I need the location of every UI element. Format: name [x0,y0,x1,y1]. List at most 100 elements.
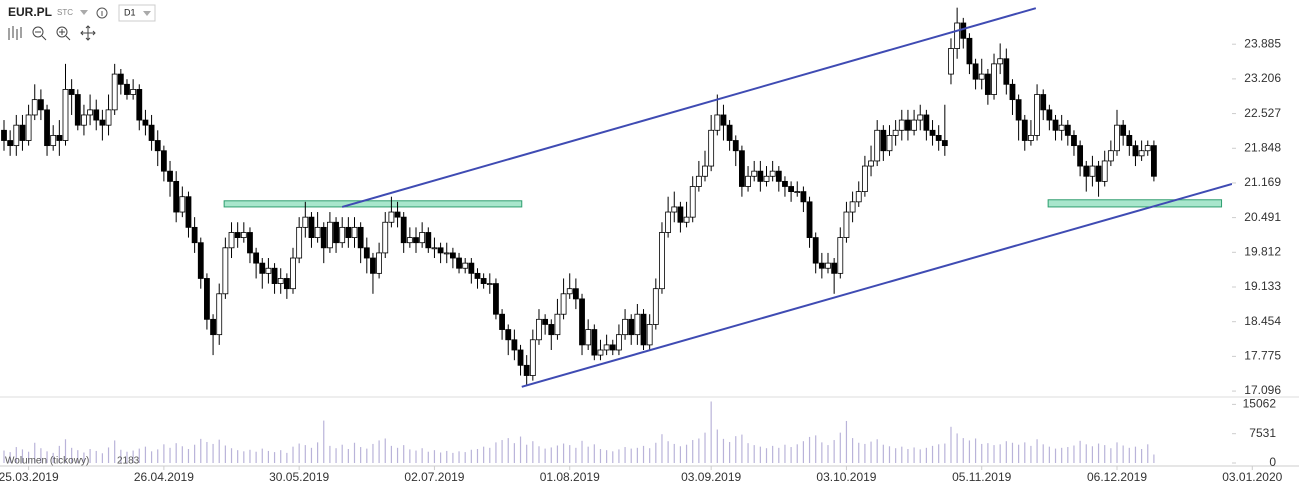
y-tick-label: 18.454 [1244,314,1281,328]
zoom-in-icon[interactable] [56,26,68,38]
candle-body [1077,145,1084,167]
x-tick-label: 26.04.2019 [134,470,194,484]
chart-type-icon[interactable] [8,26,22,40]
candle-body [775,170,782,182]
candle-body [480,278,487,284]
trend-line [521,182,1232,388]
candle-body [259,262,266,274]
candle-body [370,257,376,274]
candle-body [1107,150,1114,162]
candle-body [911,119,917,131]
trend-line [341,7,1037,208]
candle-body [609,344,616,351]
y-tick-label: 23.206 [1244,71,1281,85]
candle-body [695,175,702,187]
candle-body [271,267,278,284]
interval-dropdown[interactable] [143,11,151,16]
candle-body [425,232,432,249]
candle-body [486,283,493,285]
candle-body [50,134,57,147]
pan-icon[interactable] [80,25,96,41]
y-tick-label: 17.775 [1244,349,1281,363]
candle-body [160,150,167,172]
candle-body [1034,94,1040,136]
candle-body [560,293,567,315]
candle-body [702,165,708,177]
candle-body [966,37,973,65]
candle-body [825,262,831,269]
candle-body [179,196,186,213]
candle-body [1071,134,1077,147]
candle-body [566,288,573,295]
candle-body [363,247,370,259]
candle-body [449,252,456,259]
candle-body [210,318,216,336]
candle-body [800,191,807,203]
candle-body [247,232,253,254]
candle-body [302,216,309,228]
zoom-out-icon[interactable] [32,26,44,38]
candle-body [413,237,419,244]
candle-body [431,247,438,250]
volume-label: Wolumen (tickowy) [5,456,89,467]
candle-body [634,313,641,336]
candle-body [948,48,954,75]
candle-body [935,134,942,141]
candle-body [554,313,561,336]
market[interactable]: STC [57,8,73,17]
interval[interactable]: D1 [124,7,136,17]
candle-body [929,129,936,136]
candle-body [646,324,653,346]
candle-body [136,89,143,121]
y-tick-label: 22.527 [1244,106,1281,120]
candle-body [56,134,63,141]
candle-body [1095,165,1102,182]
candle-body [671,206,678,213]
candle-body [1,129,7,141]
x-tick-label: 25.03.2019 [0,470,59,484]
candle-body [751,170,758,177]
candle-body [745,175,751,187]
candle-body [99,119,106,126]
candle-body [892,129,899,136]
candle-body [1052,119,1059,131]
symbol[interactable]: EUR.PL [8,5,52,19]
candle-body [44,109,50,147]
candle-body [1144,145,1151,152]
x-tick-label: 05.11.2019 [952,470,1011,484]
candle-body [148,124,155,141]
candle-body [831,262,838,274]
candle-body [400,216,407,244]
candle-body [191,226,198,244]
toolbar: EUR.PL STC D1 [0,0,160,44]
candle-body [25,114,32,141]
candle-body [898,119,905,131]
candle-body [197,242,204,279]
candle-body [74,94,81,126]
candle-body [68,89,75,95]
candle-body [683,216,690,223]
info-icon[interactable] [96,7,108,19]
candle-body [308,216,315,238]
candle-body [542,318,549,325]
candle-body [474,272,481,279]
candle-body [794,191,801,194]
candle-body [462,262,469,269]
candle-body [351,226,358,238]
interval-select[interactable] [118,4,156,22]
candle-body [406,237,413,244]
x-tick-label: 03.10.2019 [816,470,876,484]
candle-body [886,134,893,152]
candle-body [13,124,20,147]
market-dropdown[interactable] [80,10,88,15]
candle-body [923,114,930,131]
candle-body [1040,94,1047,111]
candle-body [523,364,530,376]
candle-body [333,221,339,244]
candle-body [388,211,395,223]
candle-body [972,63,979,80]
candle-body [493,283,499,315]
candle-body [640,313,647,346]
candle-body [855,191,862,203]
